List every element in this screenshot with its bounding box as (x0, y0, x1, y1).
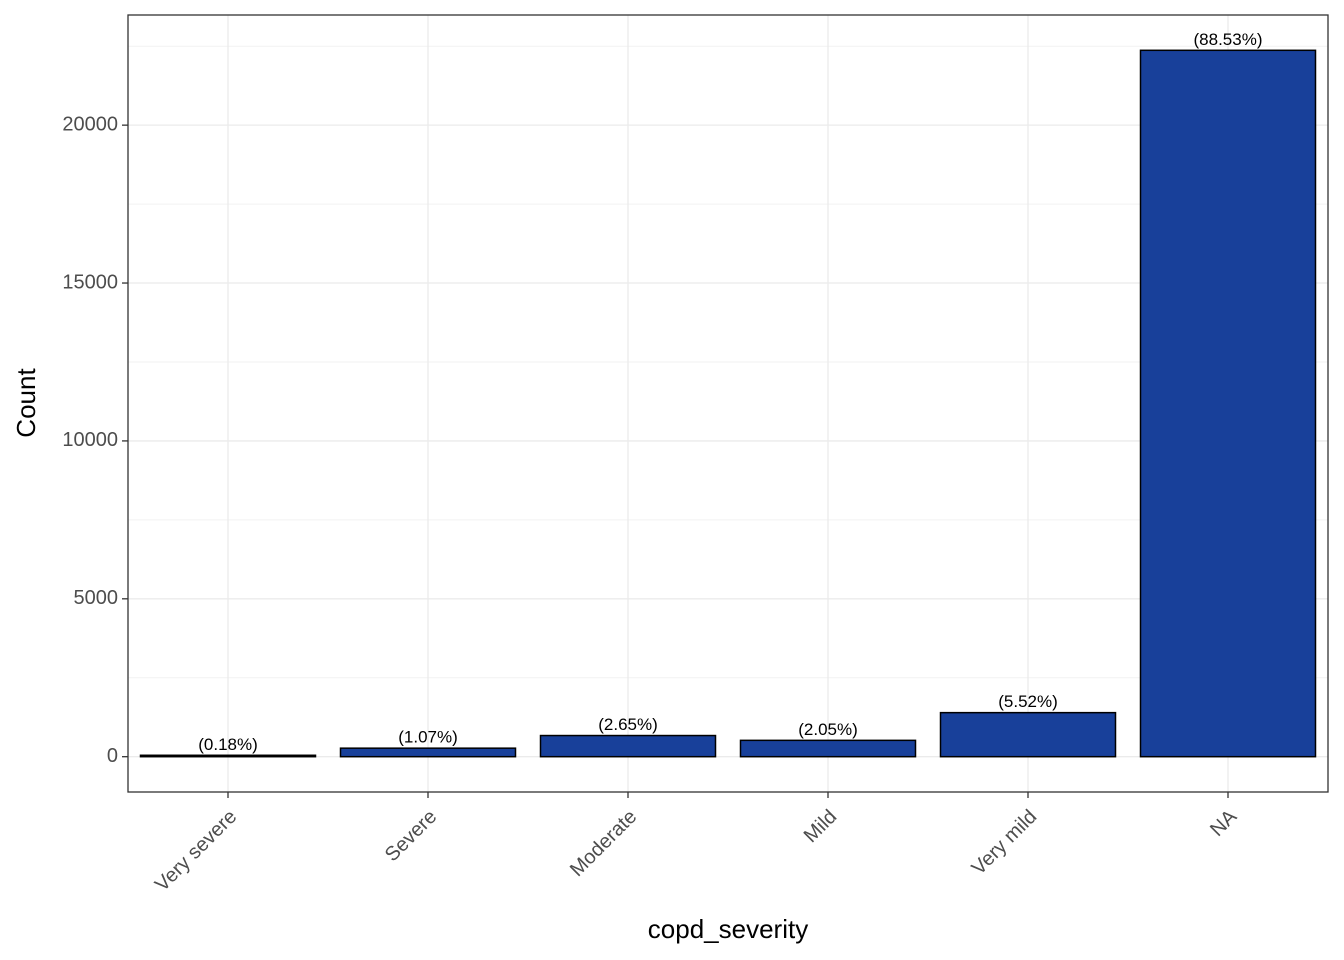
y-tick-label: 15000 (62, 271, 118, 293)
bar (539, 734, 717, 758)
y-tick-label: 0 (107, 745, 118, 767)
bar (1139, 49, 1317, 758)
bar (939, 711, 1117, 758)
bar-annotation: (2.05%) (798, 720, 858, 739)
bar-annotation: (88.53%) (1194, 30, 1263, 49)
bar-annotation: (2.65%) (598, 715, 658, 734)
bar-annotation: (0.18%) (198, 735, 258, 754)
y-axis-title: Count (11, 368, 41, 438)
plot-border (127, 14, 1329, 793)
x-axis-title: copd_severity (648, 914, 808, 944)
y-tick-label: 10000 (62, 429, 118, 451)
bar (739, 739, 917, 758)
y-tick-label: 5000 (74, 587, 119, 609)
bar-annotation: (1.07%) (398, 728, 458, 747)
bar-annotation: (5.52%) (998, 692, 1058, 711)
bar (139, 754, 317, 758)
bar (339, 747, 517, 758)
y-tick-label: 20000 (62, 113, 118, 135)
